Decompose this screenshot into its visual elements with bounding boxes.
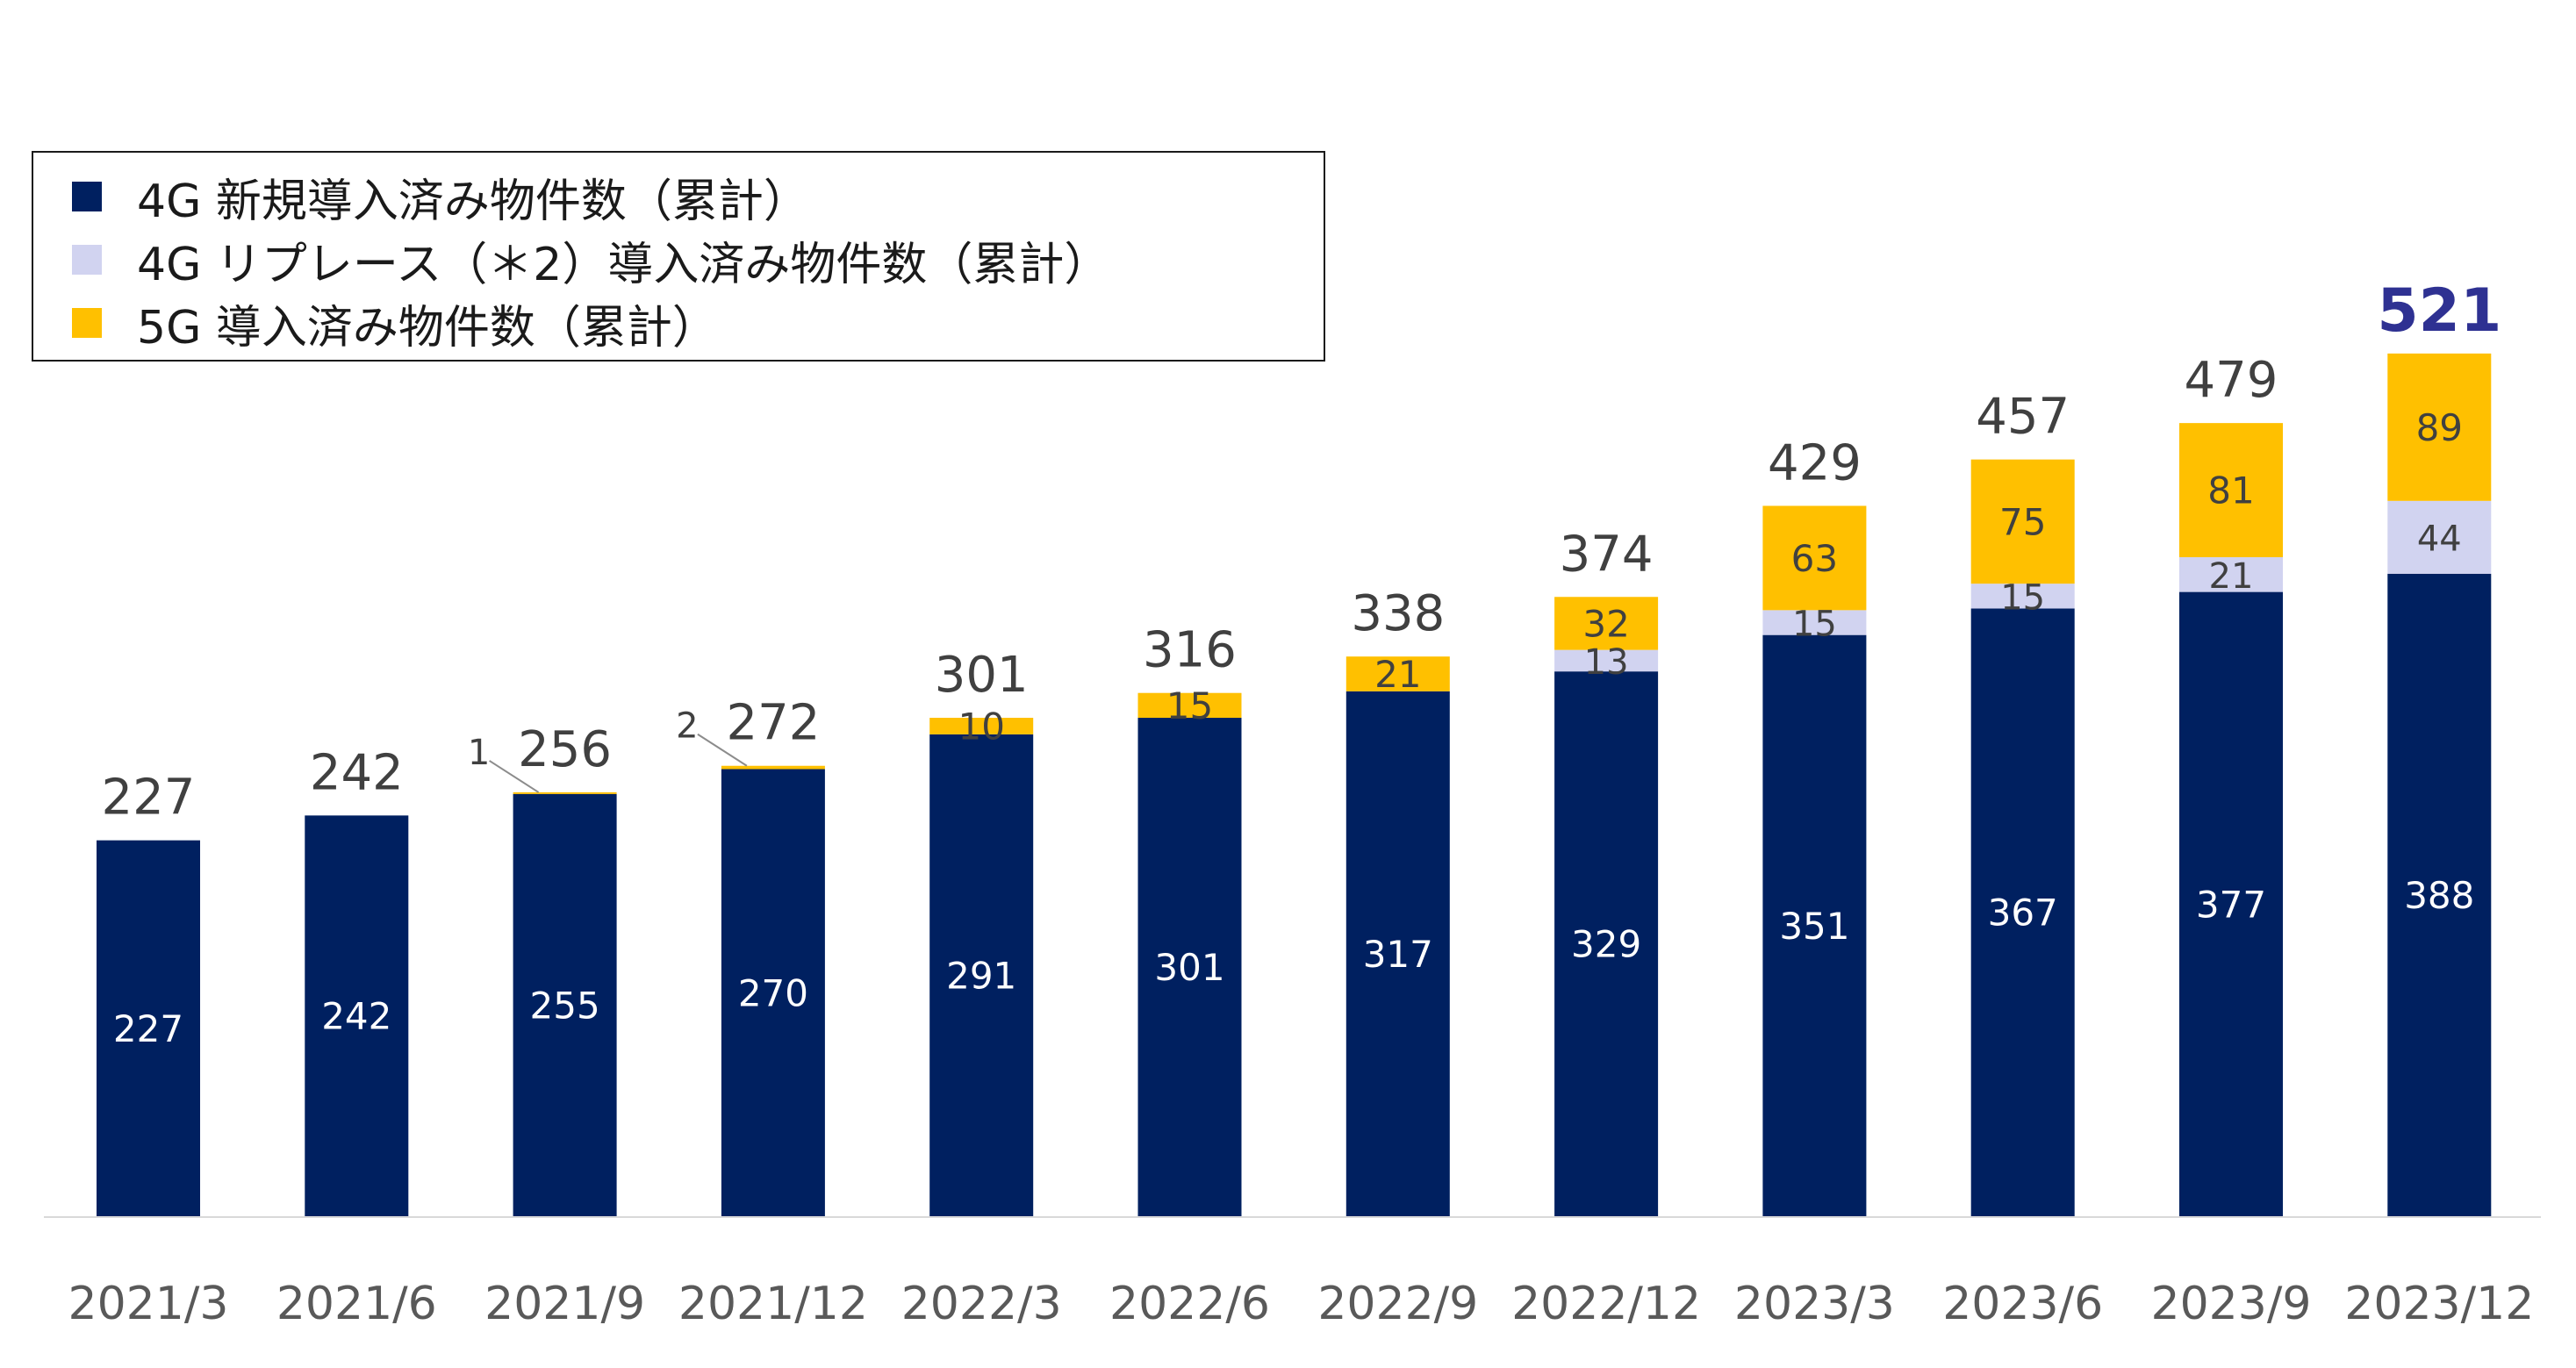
data-label-4g-new: 301 bbox=[1154, 946, 1224, 989]
x-tick-label: 2021/6 bbox=[276, 1278, 437, 1330]
legend-label-4g-new: 4G 新規導入済み物件数（累計） bbox=[137, 175, 809, 228]
x-tick-label: 2022/12 bbox=[1511, 1278, 1701, 1330]
data-label-4g-new: 351 bbox=[1779, 905, 1849, 948]
data-label-5g: 75 bbox=[1999, 500, 2046, 543]
bar-segment-4g-new-2023/9 bbox=[2179, 591, 2283, 1216]
data-label-4g-new: 255 bbox=[530, 984, 600, 1027]
data-label-5g: 15 bbox=[1166, 684, 1213, 727]
leader-line bbox=[489, 760, 540, 793]
bar-segment-4g-new-2022/3 bbox=[929, 734, 1034, 1216]
bar-segment-4g-new-2021/9 bbox=[513, 793, 617, 1216]
data-label-4g-new: 317 bbox=[1363, 933, 1433, 976]
total-label: 227 bbox=[102, 770, 196, 827]
bar-segment-4g-replace-2023/9 bbox=[2179, 556, 2283, 592]
x-tick-label: 2023/12 bbox=[2344, 1278, 2534, 1330]
total-label: 242 bbox=[310, 744, 404, 801]
bar-segment-5g-2022/12 bbox=[1554, 597, 1659, 650]
bar-segment-4g-new-2023/6 bbox=[1970, 608, 2075, 1216]
bar-segment-5g-2023/6 bbox=[1970, 459, 2075, 584]
bar-segment-5g-2022/6 bbox=[1137, 692, 1242, 719]
data-label-5g-small: 2 bbox=[676, 706, 698, 747]
bar-segment-4g-new-2022/9 bbox=[1345, 691, 1450, 1216]
data-label-4g-replace: 15 bbox=[1792, 605, 1837, 645]
x-tick-label: 2023/3 bbox=[1734, 1278, 1895, 1330]
data-label-4g-new: 329 bbox=[1571, 923, 1641, 966]
total-label: 374 bbox=[1560, 526, 1654, 583]
legend-swatch-5g bbox=[72, 308, 102, 338]
data-label-4g-replace: 15 bbox=[2000, 577, 2045, 618]
bar-segment-4g-new-2021/3 bbox=[97, 840, 200, 1216]
bar-segment-4g-replace-2023/12 bbox=[2387, 500, 2492, 574]
data-label-5g: 81 bbox=[2207, 469, 2254, 512]
data-label-5g: 32 bbox=[1582, 602, 1629, 645]
total-label: 301 bbox=[935, 647, 1029, 704]
bar-segment-5g-2023/9 bbox=[2179, 423, 2283, 557]
legend-label-4g-replace: 4G リプレース（＊2）導入済み物件数（累計） bbox=[137, 238, 1110, 291]
data-label-4g-replace: 13 bbox=[1584, 642, 1629, 683]
bar-segment-4g-new-2023/3 bbox=[1762, 634, 1867, 1216]
legend-swatch-4g-replace bbox=[72, 245, 102, 275]
leader-line bbox=[697, 733, 748, 767]
total-label: 272 bbox=[726, 695, 820, 752]
data-label-4g-new: 227 bbox=[113, 1007, 183, 1050]
bar-segment-4g-replace-2023/6 bbox=[1970, 584, 2075, 609]
x-tick-label: 2022/9 bbox=[1317, 1278, 1478, 1330]
legend-label-5g: 5G 導入済み物件数（累計） bbox=[137, 301, 718, 355]
total-label: 521 bbox=[2377, 276, 2501, 346]
total-label: 479 bbox=[2185, 352, 2278, 409]
bar-segment-5g-2021/9 bbox=[513, 791, 617, 794]
legend-item-5g: 5G 導入済み物件数（累計） bbox=[72, 291, 1324, 355]
legend: 4G 新規導入済み物件数（累計） 4G リプレース（＊2）導入済み物件数（累計）… bbox=[32, 151, 1325, 362]
data-label-5g: 89 bbox=[2416, 406, 2463, 449]
bar-segment-4g-replace-2022/12 bbox=[1554, 649, 1659, 672]
bar-segment-5g-2022/3 bbox=[929, 718, 1034, 734]
data-label-4g-new: 270 bbox=[738, 971, 808, 1014]
x-tick-label: 2022/6 bbox=[1109, 1278, 1270, 1330]
bar-segment-5g-2023/12 bbox=[2387, 353, 2492, 501]
bar-segment-4g-new-2022/6 bbox=[1137, 718, 1242, 1216]
data-label-5g: 63 bbox=[1791, 537, 1838, 580]
x-tick-label: 2022/3 bbox=[901, 1278, 1062, 1330]
bar-segment-5g-2022/9 bbox=[1345, 656, 1450, 691]
data-label-4g-replace: 44 bbox=[2417, 519, 2462, 559]
data-label-4g-new: 291 bbox=[946, 954, 1016, 997]
bar-segment-4g-new-2021/12 bbox=[721, 769, 825, 1216]
data-label-5g: 10 bbox=[958, 705, 1004, 748]
total-label: 316 bbox=[1143, 622, 1237, 679]
bar-segment-4g-new-2022/12 bbox=[1554, 671, 1659, 1216]
bar-segment-4g-new-2021/6 bbox=[305, 815, 409, 1216]
bars-layer bbox=[97, 353, 2492, 1216]
bar-segment-4g-replace-2023/3 bbox=[1762, 610, 1867, 635]
x-tick-label: 2021/9 bbox=[484, 1278, 645, 1330]
data-label-4g-new: 388 bbox=[2404, 874, 2474, 917]
x-tick-label: 2021/12 bbox=[678, 1278, 868, 1330]
data-label-4g-replace: 21 bbox=[2209, 556, 2254, 597]
x-tick-label: 2021/3 bbox=[68, 1278, 229, 1330]
legend-item-4g-new: 4G 新規導入済み物件数（累計） bbox=[72, 165, 1324, 228]
legend-swatch-4g-new bbox=[72, 182, 102, 211]
total-label: 338 bbox=[1351, 585, 1445, 642]
data-label-4g-new: 377 bbox=[2196, 883, 2266, 926]
total-label: 429 bbox=[1768, 434, 1862, 491]
x-tick-label: 2023/6 bbox=[1942, 1278, 2103, 1330]
data-label-4g-new: 242 bbox=[321, 995, 391, 1038]
bar-segment-5g-2021/12 bbox=[721, 765, 825, 770]
data-label-5g: 21 bbox=[1374, 653, 1421, 696]
total-label: 457 bbox=[1976, 389, 2070, 446]
data-label-5g-small: 1 bbox=[468, 733, 490, 773]
x-tick-label: 2023/9 bbox=[2151, 1278, 2312, 1330]
x-tick-labels: 2021/3 2021/6 2021/9 2021/12 2022/3 2022/6 202… bbox=[68, 1278, 2535, 1330]
legend-item-4g-replace: 4G リプレース（＊2）導入済み物件数（累計） bbox=[72, 228, 1324, 291]
data-label-4g-new: 367 bbox=[1988, 892, 2058, 935]
bar-segment-4g-new-2023/12 bbox=[2387, 573, 2492, 1216]
bar-segment-5g-2023/3 bbox=[1762, 505, 1867, 611]
total-label: 256 bbox=[518, 721, 612, 778]
